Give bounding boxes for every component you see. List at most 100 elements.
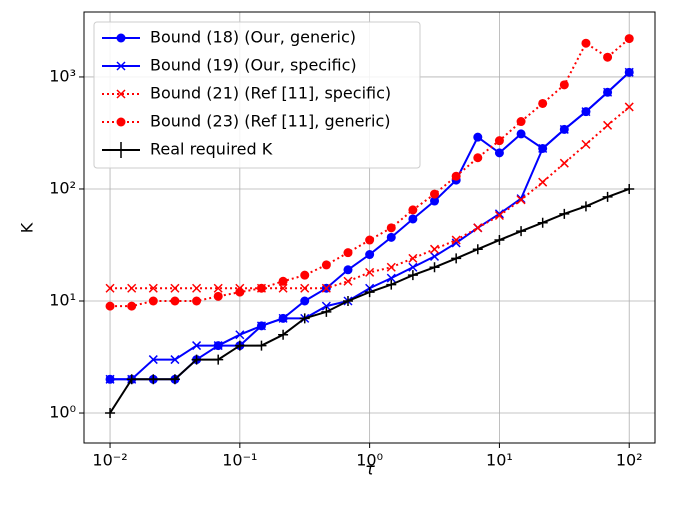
marker bbox=[429, 251, 440, 261]
marker bbox=[256, 340, 267, 351]
marker bbox=[300, 296, 310, 306]
marker bbox=[516, 195, 526, 205]
marker bbox=[386, 279, 397, 290]
marker bbox=[343, 276, 353, 286]
marker bbox=[300, 283, 310, 293]
marker bbox=[386, 223, 396, 233]
legend-frame bbox=[93, 21, 421, 169]
marker bbox=[278, 313, 288, 323]
y-tick-label: 10³ bbox=[49, 66, 76, 85]
marker bbox=[127, 301, 137, 311]
marker bbox=[473, 223, 483, 233]
series bbox=[105, 102, 634, 293]
marker bbox=[408, 253, 418, 263]
marker bbox=[408, 214, 418, 224]
marker bbox=[321, 283, 331, 293]
marker bbox=[169, 374, 180, 385]
marker bbox=[105, 301, 115, 311]
marker bbox=[256, 283, 266, 293]
marker bbox=[451, 235, 461, 245]
marker bbox=[105, 408, 116, 419]
marker bbox=[365, 235, 375, 245]
marker bbox=[299, 313, 310, 324]
x-axis-label: τ bbox=[365, 460, 375, 479]
marker bbox=[581, 107, 591, 117]
legend: Bound (18) (Our, generic) Bound (19) (Our… bbox=[93, 21, 421, 169]
marker bbox=[430, 189, 440, 199]
marker bbox=[408, 205, 418, 215]
marker bbox=[105, 283, 115, 293]
marker bbox=[473, 153, 483, 163]
marker bbox=[516, 194, 526, 204]
legend-label: Bound (21) (Ref [11], specific) bbox=[150, 84, 391, 103]
marker bbox=[473, 132, 483, 142]
marker bbox=[300, 270, 310, 280]
marker bbox=[559, 208, 570, 219]
marker bbox=[148, 374, 159, 385]
x-tick-label: 10² bbox=[616, 451, 643, 470]
marker bbox=[494, 136, 504, 146]
marker bbox=[342, 295, 353, 306]
marker bbox=[559, 80, 569, 90]
marker bbox=[494, 235, 505, 246]
marker bbox=[343, 265, 353, 275]
marker bbox=[256, 321, 267, 331]
y-tick-label: 10² bbox=[49, 178, 76, 197]
marker bbox=[602, 191, 613, 202]
marker bbox=[192, 296, 202, 306]
marker bbox=[105, 374, 115, 384]
legend-marker bbox=[116, 89, 126, 99]
marker bbox=[537, 217, 548, 228]
legend-label: Bound (23) (Ref [11], generic) bbox=[150, 112, 390, 131]
marker bbox=[624, 183, 635, 194]
marker bbox=[451, 171, 461, 181]
marker bbox=[148, 355, 158, 365]
marker bbox=[235, 287, 245, 297]
marker bbox=[170, 283, 180, 293]
marker bbox=[213, 291, 223, 301]
marker bbox=[126, 374, 137, 385]
x-tick-label: 10¹ bbox=[486, 451, 513, 470]
series bbox=[105, 183, 635, 419]
marker bbox=[494, 148, 504, 158]
marker bbox=[559, 158, 569, 168]
legend-marker bbox=[116, 117, 126, 127]
marker bbox=[429, 244, 440, 254]
legend-label: Real required K bbox=[150, 140, 273, 159]
marker bbox=[321, 306, 332, 317]
legend-marker bbox=[116, 33, 126, 43]
marker bbox=[603, 87, 613, 97]
marker bbox=[386, 273, 396, 283]
marker bbox=[127, 283, 137, 293]
marker bbox=[386, 232, 396, 242]
marker bbox=[451, 253, 462, 264]
series bbox=[105, 34, 634, 311]
marker bbox=[321, 260, 331, 270]
marker bbox=[516, 129, 526, 139]
marker bbox=[192, 283, 202, 293]
marker bbox=[235, 330, 245, 340]
marker bbox=[624, 67, 634, 77]
marker bbox=[278, 283, 288, 293]
y-axis-label: K bbox=[18, 222, 37, 233]
x-tick-label: 10⁻¹ bbox=[222, 451, 257, 470]
marker bbox=[321, 301, 331, 311]
marker bbox=[148, 283, 158, 293]
marker bbox=[234, 340, 245, 351]
marker bbox=[538, 177, 548, 187]
marker bbox=[213, 354, 224, 365]
y-tick-label: 10⁰ bbox=[49, 403, 76, 422]
marker bbox=[148, 296, 158, 306]
marker bbox=[559, 124, 569, 134]
marker bbox=[278, 329, 289, 340]
x-tick-label: 10⁻² bbox=[92, 451, 127, 470]
marker bbox=[624, 34, 634, 44]
marker bbox=[581, 38, 591, 48]
marker bbox=[365, 267, 375, 277]
y-tick-label: 10¹ bbox=[49, 290, 76, 309]
marker bbox=[494, 210, 504, 221]
marker bbox=[364, 287, 375, 298]
marker bbox=[343, 248, 353, 258]
marker bbox=[408, 262, 418, 272]
